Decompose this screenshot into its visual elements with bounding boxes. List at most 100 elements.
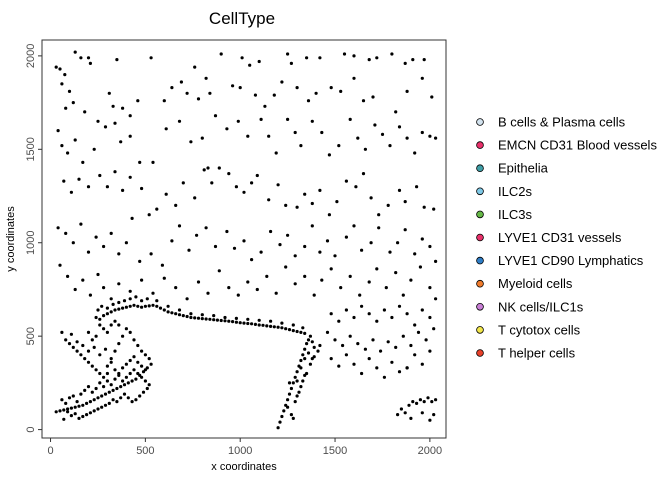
data-point — [295, 370, 299, 374]
data-point — [128, 297, 132, 301]
data-point — [301, 379, 305, 383]
data-point — [369, 196, 373, 200]
data-point — [434, 398, 438, 402]
data-point — [117, 300, 121, 305]
x-tick-label: 2000 — [418, 445, 442, 457]
data-point — [280, 414, 284, 419]
data-point — [132, 338, 136, 342]
data-point — [122, 299, 127, 303]
data-point — [272, 93, 276, 97]
data-point — [259, 250, 263, 254]
data-point — [269, 229, 273, 234]
legend-label: Epithelia — [498, 161, 549, 176]
data-point — [276, 325, 280, 329]
data-point — [420, 130, 424, 135]
data-point — [327, 213, 331, 217]
data-point — [143, 304, 147, 308]
data-point — [121, 306, 125, 310]
data-point — [232, 246, 237, 250]
data-point — [269, 324, 273, 328]
data-point — [117, 342, 121, 346]
data-point — [109, 357, 113, 361]
data-point — [158, 306, 163, 310]
data-point — [136, 304, 140, 308]
data-point — [86, 385, 91, 389]
data-point — [411, 58, 415, 62]
data-point — [134, 377, 138, 381]
legend-label: NK cells/ILC1s — [498, 299, 584, 314]
data-point — [134, 295, 138, 299]
data-point — [394, 110, 398, 114]
data-point — [375, 319, 379, 323]
data-point — [295, 379, 299, 383]
data-point — [240, 56, 244, 60]
data-point — [63, 73, 67, 77]
data-point — [329, 312, 333, 316]
data-point — [293, 254, 297, 258]
data-point — [185, 297, 189, 301]
data-point — [219, 318, 223, 323]
data-point — [117, 307, 121, 311]
data-point — [280, 80, 284, 84]
data-point — [196, 316, 201, 320]
data-point — [88, 293, 92, 297]
data-point — [396, 413, 400, 417]
data-point — [310, 357, 314, 361]
data-point — [333, 254, 337, 258]
data-point — [109, 383, 113, 387]
data-point — [166, 304, 170, 308]
data-point — [81, 160, 85, 164]
data-point — [394, 345, 398, 349]
data-point — [134, 398, 138, 402]
data-point — [132, 303, 136, 307]
data-point — [375, 56, 379, 60]
data-point — [149, 362, 153, 366]
data-point — [361, 172, 366, 176]
data-point — [111, 104, 115, 108]
data-point — [92, 345, 96, 349]
data-point — [325, 239, 330, 243]
data-point — [267, 134, 271, 138]
data-point — [113, 319, 117, 323]
data-point — [420, 411, 424, 415]
data-point — [223, 319, 227, 323]
data-point — [403, 228, 407, 232]
data-point — [147, 213, 151, 217]
data-point — [286, 405, 290, 409]
data-point — [94, 235, 98, 239]
data-point — [121, 366, 125, 370]
data-point — [361, 99, 366, 103]
data-point — [286, 233, 290, 237]
data-point — [86, 250, 91, 254]
data-point — [434, 136, 438, 140]
data-point — [394, 271, 398, 275]
data-point — [360, 371, 364, 376]
data-point — [94, 334, 98, 338]
data-point — [85, 401, 89, 405]
data-point — [397, 188, 402, 192]
data-point — [69, 414, 73, 418]
data-point — [261, 323, 265, 327]
data-point — [289, 386, 293, 391]
data-point — [64, 338, 68, 342]
data-point — [265, 324, 269, 328]
data-point — [98, 323, 102, 327]
data-point — [432, 413, 436, 417]
data-point — [390, 360, 394, 364]
data-point — [105, 371, 109, 376]
data-point — [94, 368, 98, 372]
data-point — [75, 349, 79, 353]
data-point — [360, 248, 364, 252]
data-point — [434, 259, 438, 263]
data-point — [303, 192, 307, 196]
data-point — [124, 241, 128, 245]
data-point — [259, 117, 263, 121]
data-point — [90, 338, 94, 342]
data-point — [113, 308, 117, 312]
data-point — [117, 371, 121, 376]
legend-label: ILC3s — [498, 207, 532, 222]
data-point — [177, 119, 182, 123]
data-point — [187, 248, 191, 252]
legend-marker — [476, 118, 484, 126]
x-tick-label: 500 — [136, 445, 154, 457]
